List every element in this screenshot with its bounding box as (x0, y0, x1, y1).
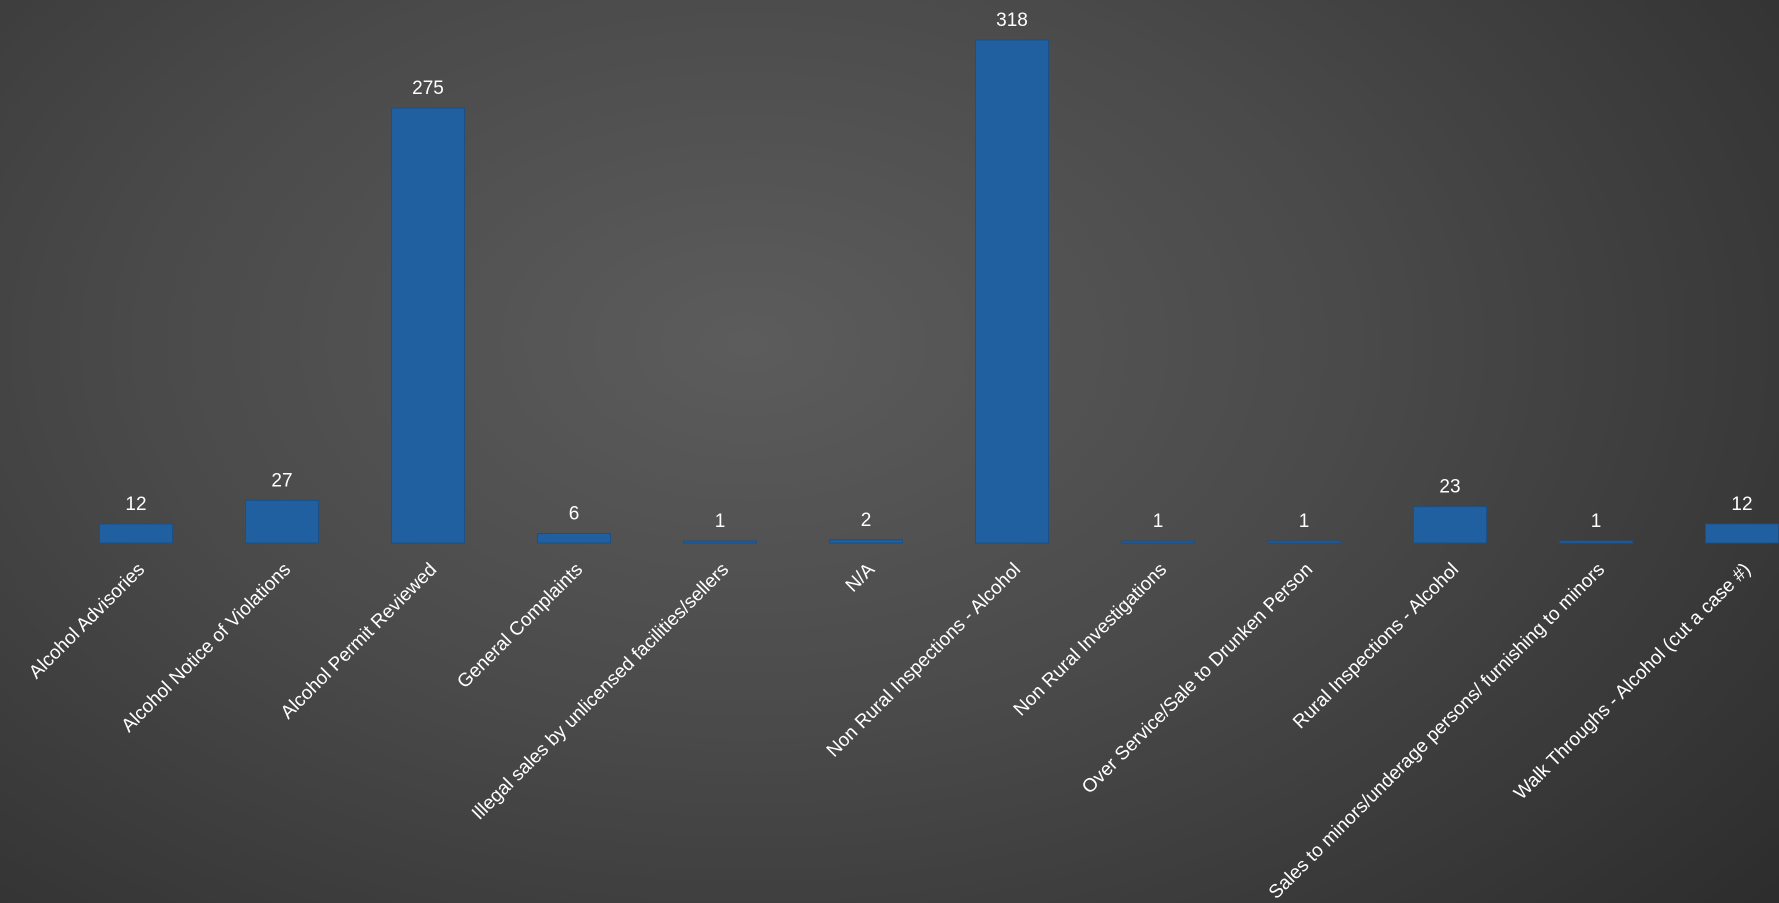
bar (537, 533, 611, 544)
category-tick-label: Over Service/Sale to Drunken Person (1078, 559, 1317, 798)
bar-value-label: 318 (996, 10, 1028, 31)
bar-value-label: 1 (715, 511, 726, 532)
category-tick-label: Alcohol Permit Reviewed (277, 559, 441, 723)
bar-value-label: 275 (412, 78, 444, 99)
bar-value-label: 12 (1731, 494, 1752, 515)
bar (1413, 506, 1487, 544)
bar (1267, 540, 1341, 544)
bar (1705, 523, 1779, 544)
bar (683, 540, 757, 544)
bar-value-label: 12 (125, 494, 146, 515)
bar (975, 39, 1049, 544)
category-tick-label: General Complaints (453, 559, 587, 693)
category-tick-label: N/A (842, 559, 879, 596)
category-tick-label: Illegal sales by unlicensed facilities/s… (468, 559, 733, 824)
bar (1559, 540, 1633, 544)
category-tick-label: Sales to minors/underage persons/ furnis… (1265, 559, 1609, 903)
bars-group (99, 39, 1779, 544)
bar (99, 523, 173, 544)
bar-value-label: 2 (861, 510, 872, 531)
bar (391, 107, 465, 544)
bar (245, 499, 319, 544)
bar-value-label: 27 (271, 470, 292, 491)
bar-value-label: 6 (569, 504, 580, 525)
bar (829, 539, 903, 544)
bar-value-label: 1 (1299, 511, 1310, 532)
category-tick-label: Alcohol Notice of Violations (118, 559, 295, 736)
category-tick-label: Alcohol Advisories (25, 559, 149, 683)
bar-value-label: 1 (1591, 511, 1602, 532)
bar-value-label: 23 (1439, 477, 1460, 498)
bar-value-label: 1 (1153, 511, 1164, 532)
category-tick-label: Walk Throughs - Alcohol (cut a case #) (1510, 559, 1755, 804)
category-tick-label: Non Rural Investigations (1010, 559, 1171, 720)
category-tick-label: Rural Inspections - Alcohol (1289, 559, 1463, 733)
bar (1121, 540, 1195, 544)
